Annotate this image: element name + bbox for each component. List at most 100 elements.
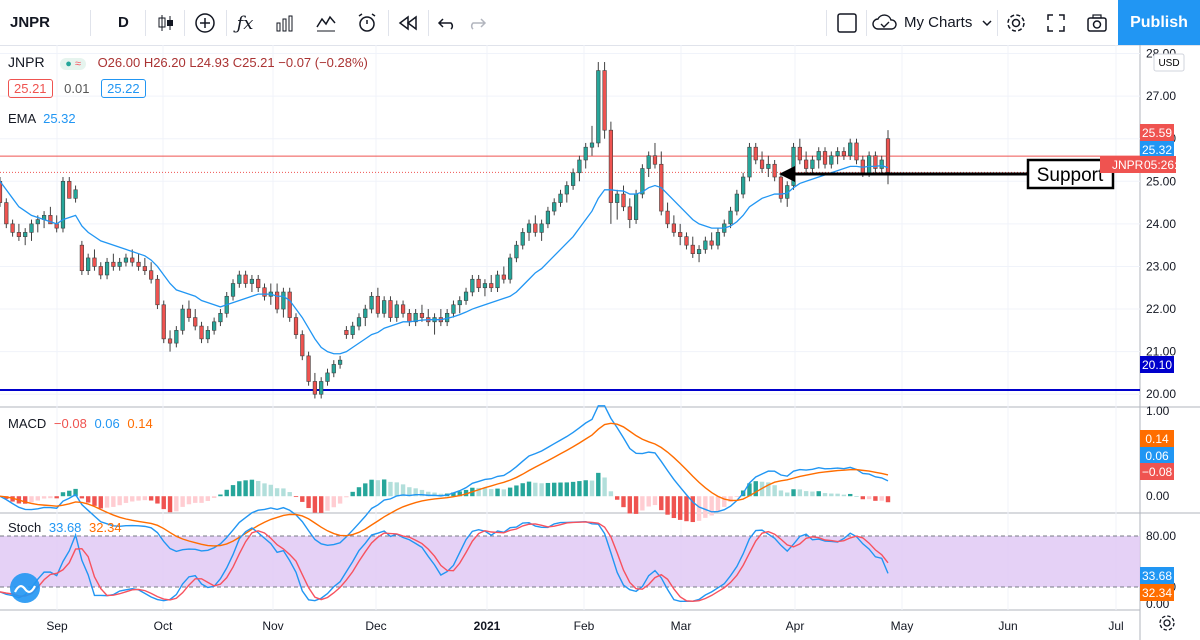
currency-tag[interactable] (1153, 53, 1185, 72)
undo-icon[interactable] (432, 8, 462, 38)
candle-body (350, 325, 355, 335)
candles-icon[interactable] (151, 8, 181, 38)
macd-hist-bar (652, 496, 658, 506)
candle-body (230, 283, 236, 297)
candle-body (130, 257, 135, 263)
macd-hist-bar (848, 493, 853, 497)
legend-symbol[interactable]: JNPR (8, 54, 45, 70)
candle-body (281, 291, 286, 310)
candle-body (86, 257, 91, 272)
support-callout[interactable] (1026, 158, 1115, 190)
symbol-search[interactable]: JNPR (10, 14, 51, 31)
templates-icon[interactable] (311, 8, 341, 38)
macd-hist-bar (356, 487, 362, 497)
macd-hist-bar (331, 496, 336, 508)
macd-hist-bar (501, 489, 507, 497)
stoch-legend[interactable]: Stoch 33.68 32.34 (8, 520, 122, 535)
macd-hist-bar (369, 479, 374, 497)
candle-body (212, 321, 217, 331)
macd-hist-bar (722, 496, 727, 507)
stoch-d-line (0, 521, 889, 602)
chevron-down-icon[interactable] (972, 8, 1002, 38)
ema-legend[interactable]: EMA 25.32 (8, 111, 76, 126)
candle-body (67, 180, 72, 199)
candle-body (539, 223, 544, 233)
indicators-icon[interactable]: ƒx (236, 12, 254, 34)
interval-button[interactable]: D (118, 14, 129, 31)
candle-body (243, 274, 248, 284)
stoch-k-value-tag: 33.68 (1142, 569, 1172, 583)
support-arrow-head (779, 166, 795, 182)
macd-hist-bar (703, 496, 708, 518)
candle-body (205, 330, 210, 340)
macd-hist-bar (400, 484, 406, 497)
candle-body (589, 142, 595, 148)
ask-box[interactable]: 25.22 (101, 79, 146, 98)
candle-body (703, 240, 708, 250)
candle-body (489, 283, 494, 289)
macd-hist-bar (696, 496, 702, 521)
macd-hist-bar (79, 496, 85, 499)
macd-hist-bar (350, 491, 355, 497)
cloud-check-icon (870, 8, 900, 38)
candle-body (772, 163, 777, 178)
candle-body (161, 304, 166, 340)
macd-line (0, 405, 889, 553)
select-layout-icon[interactable] (832, 8, 862, 38)
alert-icon[interactable] (352, 8, 382, 38)
add-compare-icon[interactable] (190, 8, 220, 38)
candle-body (526, 223, 532, 233)
candle-body (48, 215, 53, 225)
macd-hist-bar (167, 496, 173, 513)
replay-icon[interactable] (393, 8, 423, 38)
gear-icon[interactable] (1001, 8, 1031, 38)
candle-body (797, 146, 802, 161)
macd-hist-bar (879, 496, 884, 501)
redo-icon[interactable] (462, 8, 492, 38)
candle-body (300, 334, 305, 357)
macd-hist-tag (1140, 430, 1174, 447)
macd-hist-bar (92, 496, 97, 506)
candle-body (621, 193, 626, 208)
macd-hist-bar (621, 496, 626, 508)
macd-neg-tag (1140, 463, 1174, 480)
candle-body (577, 159, 582, 174)
top-toolbar: JNPR D ƒx My Charts (0, 0, 1200, 46)
candle-body (199, 325, 204, 340)
candle-body (741, 176, 746, 195)
macd-hist-bar (344, 496, 349, 498)
macd-hist-bar (161, 496, 166, 510)
candle-body (331, 364, 336, 374)
month-tick-label: Mar (671, 619, 692, 633)
publish-button[interactable]: Publish (1118, 0, 1200, 45)
chart-canvas[interactable]: 28.0027.0026.0025.0024.0023.0022.0021.00… (0, 45, 1200, 640)
gear-icon[interactable] (1159, 615, 1175, 631)
candle-body (640, 168, 645, 195)
candle-body (791, 146, 796, 186)
macd-legend[interactable]: MACD −0.08 0.06 0.14 (8, 416, 153, 431)
last-price-tag (1140, 124, 1174, 141)
bid-box[interactable]: 25.21 (8, 79, 53, 98)
macd-hist-bar (640, 496, 645, 511)
macd-hist-bar (671, 496, 677, 519)
macd-hist-bar (224, 489, 229, 497)
candle-body (186, 308, 192, 318)
macd-hist-bar (148, 496, 154, 501)
macd-hist-value: 0.14 (127, 416, 153, 431)
candle-body (98, 266, 103, 276)
stoch-d-tag (1140, 584, 1174, 601)
camera-icon[interactable] (1082, 8, 1112, 38)
my-charts-button[interactable]: My Charts (904, 14, 973, 31)
fullscreen-icon[interactable] (1041, 8, 1071, 38)
candle-body (457, 300, 462, 306)
candle-body (375, 295, 380, 314)
candle-body (665, 210, 670, 225)
macd-hist-value-tag: 0.14 (1145, 432, 1169, 446)
ema-line (0, 164, 889, 355)
candle-body (193, 317, 198, 327)
macd-hist-bar (860, 496, 866, 500)
market-status-icon[interactable]: ● ≈ (60, 58, 86, 70)
stoch-tick-label: 80.00 (1146, 529, 1176, 543)
candle-body (325, 372, 330, 382)
financials-icon[interactable] (270, 8, 300, 38)
